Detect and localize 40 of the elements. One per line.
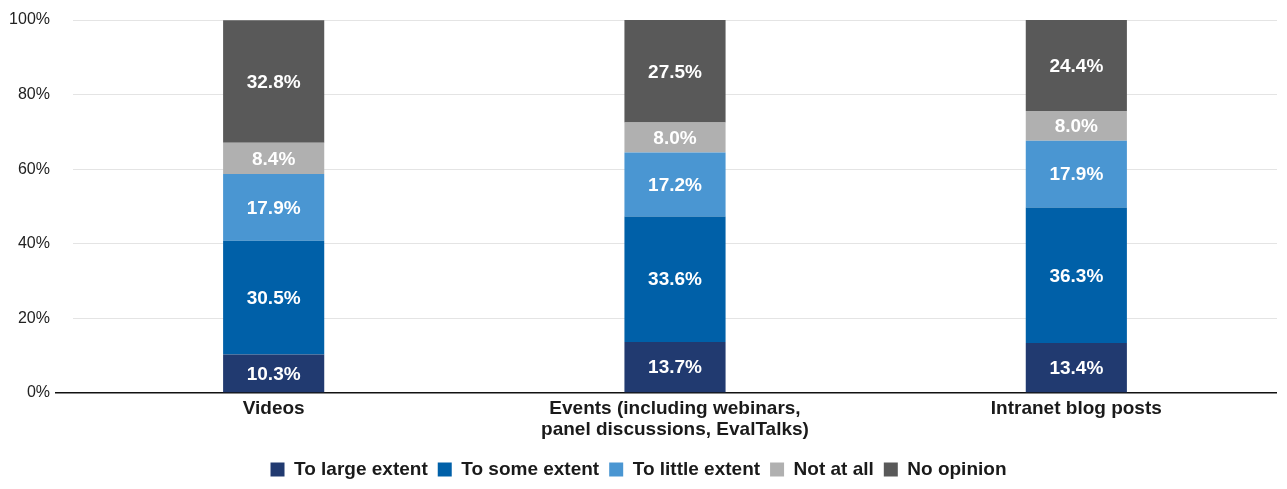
data-label: 13.7% bbox=[648, 356, 703, 378]
bar bbox=[223, 240, 325, 355]
y-tick-label: 0% bbox=[26, 383, 50, 401]
data-label: 30.5% bbox=[246, 286, 301, 308]
legend-label: To little extent bbox=[632, 457, 761, 479]
y-tick-label: 100% bbox=[9, 10, 50, 28]
bar bbox=[624, 216, 726, 342]
x-tick-label: Intranet blog posts bbox=[990, 396, 1162, 418]
data-label: 8.0% bbox=[1054, 115, 1099, 137]
y-tick-label: 20% bbox=[17, 308, 50, 326]
legend-label: To some extent bbox=[461, 457, 600, 479]
bar bbox=[1025, 140, 1127, 208]
x-tick-label: Events (including webinars, panel discussions, EvalTalks) bbox=[541, 396, 809, 440]
x-tick-label: Videos bbox=[242, 396, 305, 418]
data-label: 13.4% bbox=[1049, 356, 1104, 378]
bar bbox=[1025, 207, 1127, 344]
bar bbox=[223, 20, 325, 143]
data-label: 33.6% bbox=[648, 268, 703, 290]
data-label: 17.2% bbox=[648, 173, 703, 195]
data-label: 24.4% bbox=[1049, 54, 1104, 76]
data-label: 17.9% bbox=[1049, 163, 1104, 185]
data-label: 27.5% bbox=[648, 60, 703, 82]
bar bbox=[624, 20, 726, 123]
data-label: 8.4% bbox=[252, 147, 296, 169]
data-label: 36.3% bbox=[1049, 264, 1104, 286]
data-label: 10.3% bbox=[246, 362, 301, 384]
y-tick-label: 40% bbox=[17, 234, 50, 252]
legend-label: No opinion bbox=[907, 457, 1007, 479]
bar bbox=[1025, 20, 1127, 112]
bar bbox=[624, 341, 726, 393]
y-tick-label: 80% bbox=[17, 85, 50, 103]
bar bbox=[1025, 343, 1127, 393]
data-label: 8.0% bbox=[653, 126, 697, 148]
data-label: 17.9% bbox=[246, 196, 301, 218]
legend-label: Not at all bbox=[793, 457, 874, 479]
y-tick-label: 60% bbox=[17, 159, 50, 177]
bar bbox=[624, 152, 726, 217]
legend-label: To large extent bbox=[294, 457, 429, 479]
data-label: 32.8% bbox=[246, 70, 301, 92]
bar bbox=[223, 174, 325, 241]
